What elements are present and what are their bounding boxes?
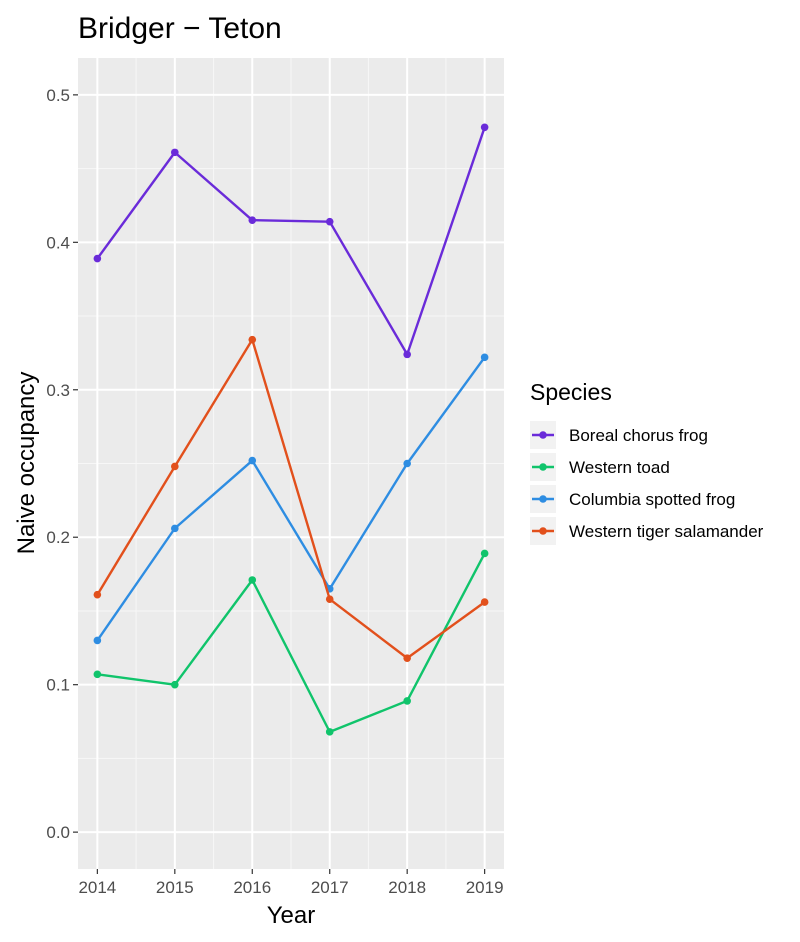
data-point-boreal-chorus-frog — [93, 254, 102, 263]
legend: Species Boreal chorus frog Western toad Co… — [530, 379, 764, 545]
x-tick-label: 2019 — [466, 878, 504, 897]
legend-item-western-toad: Western toad — [530, 453, 670, 481]
series-western-tiger-salamander — [93, 335, 489, 662]
chart-title: Bridger − Teton — [78, 12, 282, 45]
legend-label: Columbia spotted frog — [569, 490, 735, 509]
data-point-western-tiger-salamander — [171, 462, 179, 471]
legend-key-point — [539, 463, 547, 471]
y-tick-label: 0.3 — [46, 381, 70, 400]
y-tick-label: 0.1 — [46, 676, 70, 695]
legend-label: Western tiger salamander — [569, 522, 764, 541]
y-tick-label: 0.0 — [46, 823, 70, 842]
data-point-columbia-spotted-frog — [248, 456, 257, 465]
data-point-columbia-spotted-frog — [93, 636, 102, 645]
data-point-columbia-spotted-frog — [403, 459, 411, 468]
series-columbia-spotted-frog — [93, 353, 489, 645]
x-axis-title: Year — [267, 902, 316, 929]
data-point-western-toad — [171, 680, 179, 689]
legend-item-columbia-spotted-frog: Columbia spotted frog — [530, 485, 735, 513]
data-point-western-toad — [403, 697, 411, 705]
x-axis: 2014 2015 2016 2017 2018 2019 — [78, 869, 504, 897]
data-point-western-tiger-salamander — [325, 595, 334, 603]
data-point-western-tiger-salamander — [480, 598, 489, 606]
data-point-boreal-chorus-frog — [248, 216, 257, 224]
legend-key-point — [539, 527, 547, 535]
data-point-columbia-spotted-frog — [171, 524, 179, 533]
x-tick-label: 2014 — [78, 878, 116, 897]
series-lines — [93, 123, 489, 736]
y-axis: 0.0 0.1 0.2 0.3 0.4 0.5 — [46, 86, 78, 842]
x-tick-label: 2017 — [311, 878, 349, 897]
legend-title: Species — [530, 379, 612, 405]
y-tick-label: 0.4 — [46, 233, 70, 252]
series-line-columbia-spotted-frog — [96, 356, 486, 642]
data-point-boreal-chorus-frog — [325, 217, 334, 226]
x-tick-label: 2018 — [388, 878, 426, 897]
x-tick-label: 2016 — [233, 878, 271, 897]
data-point-boreal-chorus-frog — [403, 350, 411, 359]
data-point-western-toad — [248, 576, 257, 584]
legend-label: Boreal chorus frog — [569, 426, 708, 445]
y-tick-label: 0.5 — [46, 86, 70, 105]
data-point-western-toad — [93, 670, 102, 679]
data-point-western-tiger-salamander — [403, 654, 411, 662]
series-line-boreal-chorus-frog — [96, 126, 486, 356]
y-tick-label: 0.2 — [46, 528, 70, 547]
legend-label: Western toad — [569, 458, 670, 477]
legend-key-point — [539, 431, 547, 439]
series-line-western-tiger-salamander — [96, 338, 486, 660]
data-point-columbia-spotted-frog — [480, 353, 489, 362]
data-point-western-tiger-salamander — [248, 335, 257, 344]
series-line-western-toad — [97, 552, 486, 734]
data-point-boreal-chorus-frog — [171, 148, 179, 157]
series-western-toad — [93, 549, 489, 736]
series-boreal-chorus-frog — [93, 123, 489, 359]
legend-key-point — [539, 495, 547, 503]
data-point-boreal-chorus-frog — [480, 123, 489, 132]
data-point-western-toad — [325, 728, 334, 736]
y-axis-title: Naive occupancy — [13, 372, 40, 555]
data-point-western-toad — [480, 549, 489, 558]
x-tick-label: 2015 — [156, 878, 194, 897]
legend-item-western-tiger-salamander: Western tiger salamander — [530, 517, 764, 545]
data-point-western-tiger-salamander — [93, 590, 102, 599]
legend-item-boreal-chorus-frog: Boreal chorus frog — [530, 421, 708, 449]
